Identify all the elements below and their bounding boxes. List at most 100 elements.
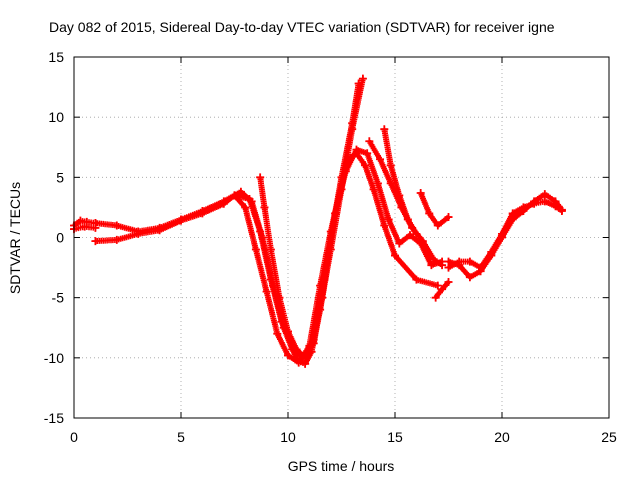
data-point bbox=[433, 281, 442, 290]
data-point bbox=[551, 202, 560, 211]
data-point bbox=[444, 263, 453, 272]
data-point bbox=[241, 203, 250, 212]
x-tick-label: 10 bbox=[280, 429, 296, 445]
y-tick-label: 5 bbox=[56, 169, 64, 185]
data-point bbox=[245, 194, 254, 203]
x-tick-label: 0 bbox=[70, 429, 78, 445]
data-series bbox=[380, 125, 421, 238]
data-point bbox=[376, 155, 385, 164]
x-tick-label: 5 bbox=[177, 429, 185, 445]
data-point bbox=[519, 203, 528, 212]
data-point bbox=[365, 137, 374, 146]
tick-labels: 0 5 10 15 20 25 -15 -10 -5 0 5 10 15 bbox=[44, 49, 617, 445]
data-point bbox=[433, 221, 442, 230]
data-point bbox=[112, 221, 121, 230]
data-point bbox=[438, 261, 447, 270]
data-point bbox=[476, 263, 485, 272]
data-point bbox=[91, 237, 100, 246]
data-point bbox=[465, 257, 474, 266]
data-point bbox=[438, 285, 447, 294]
x-tick-label: 20 bbox=[494, 429, 510, 445]
data-point bbox=[236, 187, 245, 196]
data-point bbox=[557, 207, 566, 216]
data-point bbox=[301, 353, 310, 362]
data-point bbox=[391, 251, 399, 260]
data-series bbox=[416, 188, 453, 230]
data-point bbox=[76, 216, 85, 225]
data-point bbox=[260, 203, 269, 212]
data-point bbox=[384, 215, 393, 224]
data-series bbox=[256, 79, 363, 362]
data-point bbox=[416, 188, 425, 197]
data-point bbox=[177, 216, 185, 225]
data-point bbox=[292, 345, 301, 354]
data-point bbox=[395, 191, 404, 200]
x-tick-label: 15 bbox=[387, 429, 403, 445]
data-point bbox=[230, 191, 239, 200]
plot-area bbox=[70, 74, 566, 368]
data-point bbox=[540, 190, 549, 199]
data-point bbox=[427, 261, 436, 270]
data-point bbox=[256, 173, 265, 182]
data-point bbox=[444, 278, 453, 287]
axis-ticks bbox=[73, 56, 610, 419]
x-axis-label: GPS time / hours bbox=[288, 458, 395, 474]
data-point bbox=[444, 213, 453, 222]
y-tick-label: 0 bbox=[56, 230, 64, 246]
data-series bbox=[431, 278, 453, 302]
data-point bbox=[273, 329, 282, 338]
data-point bbox=[425, 209, 434, 218]
data-point bbox=[412, 229, 421, 238]
y-tick-label: 10 bbox=[48, 109, 64, 125]
data-point bbox=[530, 199, 539, 208]
data-point bbox=[337, 173, 346, 182]
data-point bbox=[219, 199, 228, 208]
data-series bbox=[91, 149, 442, 367]
data-point bbox=[309, 339, 318, 348]
data-point bbox=[395, 239, 404, 248]
data-point bbox=[284, 351, 292, 360]
data-point bbox=[284, 327, 292, 336]
data-point bbox=[275, 293, 284, 302]
data-point bbox=[251, 245, 260, 254]
data-point bbox=[326, 233, 335, 242]
data-point bbox=[348, 119, 357, 128]
data-point bbox=[80, 222, 89, 231]
data-series bbox=[444, 197, 566, 272]
data-point bbox=[358, 74, 367, 83]
data-point bbox=[369, 185, 378, 194]
data-point bbox=[352, 145, 361, 154]
data-point bbox=[508, 209, 517, 218]
data-point bbox=[455, 257, 464, 266]
data-point bbox=[380, 125, 389, 134]
chart-title: Day 082 of 2015, Sidereal Day-to-day VTE… bbox=[49, 19, 555, 35]
data-point bbox=[498, 229, 506, 238]
data-point bbox=[487, 247, 496, 256]
y-tick-label: -10 bbox=[44, 350, 64, 366]
data-point bbox=[418, 237, 427, 246]
data-point bbox=[256, 227, 265, 236]
data-point bbox=[380, 221, 389, 230]
x-tick-label: 25 bbox=[601, 429, 617, 445]
data-point bbox=[294, 358, 303, 367]
data-point bbox=[540, 197, 549, 206]
y-tick-label: -15 bbox=[44, 410, 64, 426]
data-point bbox=[134, 229, 143, 238]
data-point bbox=[318, 293, 327, 302]
data-series bbox=[365, 137, 447, 270]
data-point bbox=[354, 79, 363, 88]
y-axis-label: SDTVAR / TECUs bbox=[7, 182, 23, 294]
data-point bbox=[363, 149, 372, 158]
data-point bbox=[431, 293, 440, 302]
y-tick-label: -5 bbox=[52, 290, 65, 306]
data-point bbox=[405, 231, 414, 240]
data-point bbox=[262, 287, 271, 296]
data-point bbox=[361, 161, 370, 170]
data-point bbox=[403, 215, 412, 224]
data-point bbox=[412, 275, 421, 284]
data-point bbox=[373, 179, 382, 188]
data-point bbox=[465, 273, 474, 282]
data-point bbox=[429, 255, 438, 264]
data-point bbox=[386, 161, 395, 170]
